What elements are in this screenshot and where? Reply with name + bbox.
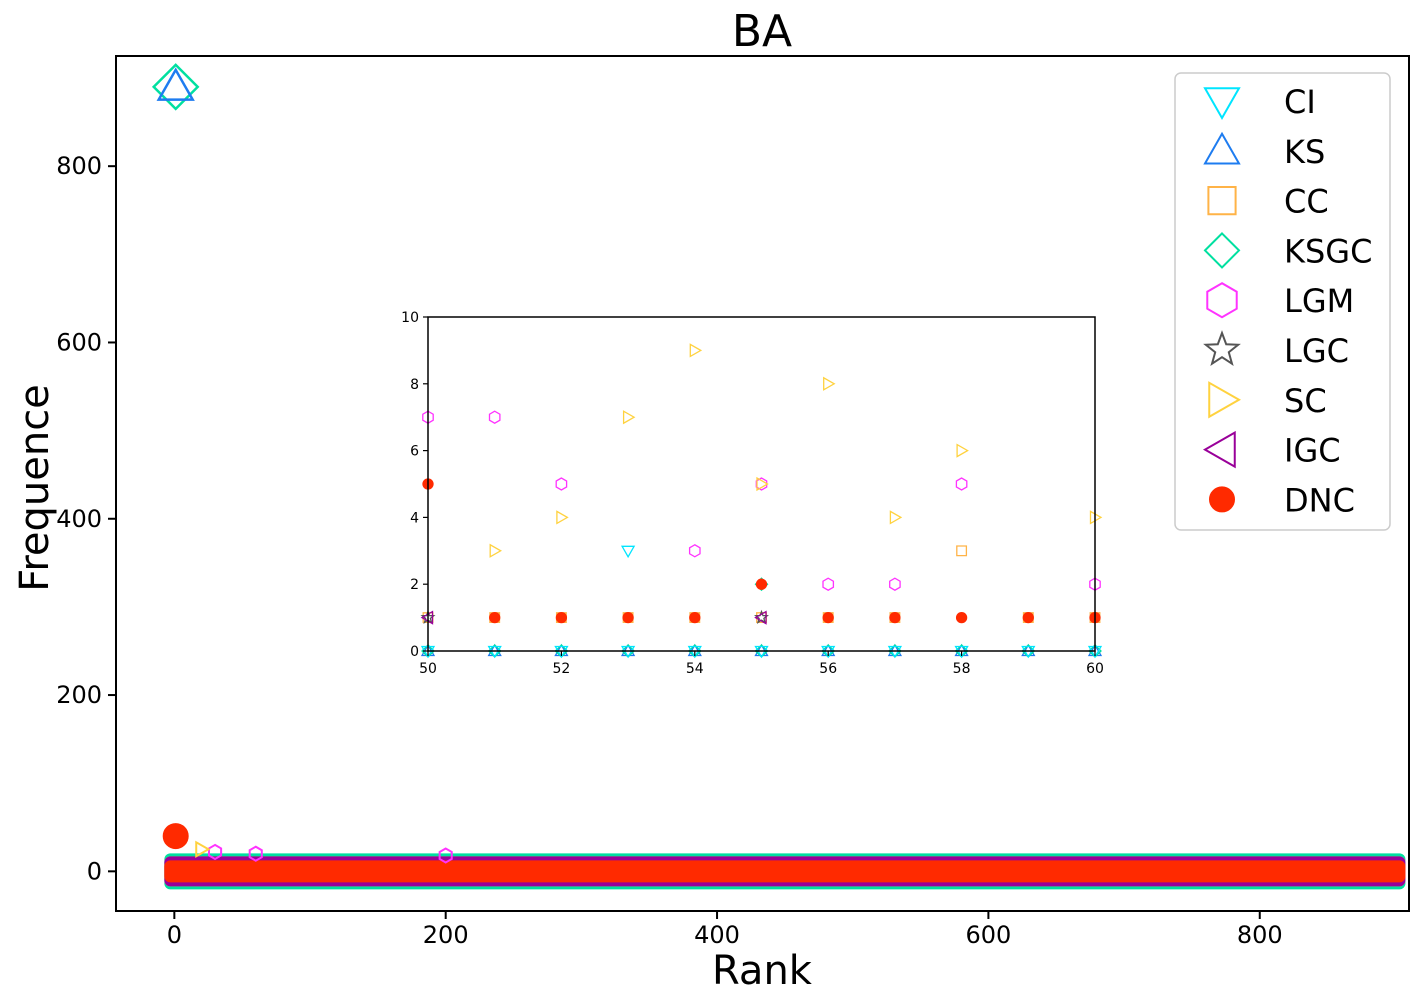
inset-point-sc-0 bbox=[489, 543, 503, 558]
y-tick-label: 600 bbox=[56, 328, 102, 356]
legend-label-lgc: LGC bbox=[1284, 332, 1349, 370]
x-tick-label: 600 bbox=[965, 921, 1011, 949]
inset-data-layer bbox=[420, 343, 1103, 659]
legend-label-dnc: DNC bbox=[1284, 481, 1355, 519]
inset-y-tick-label: 8 bbox=[410, 377, 419, 393]
legend-marker-ks bbox=[1203, 131, 1241, 165]
inset-point-dnc-8 bbox=[955, 611, 968, 624]
inset-point-lgm-3 bbox=[688, 544, 701, 558]
inset-y-tick-label: 2 bbox=[410, 577, 419, 593]
x-ticks: 0 200 400 600 800 bbox=[167, 911, 1283, 949]
y-tick-label: 0 bbox=[87, 857, 102, 885]
y-tick-label: 400 bbox=[56, 505, 102, 533]
legend-marker-dnc bbox=[1209, 486, 1235, 513]
inset-x-tick-label: 52 bbox=[552, 661, 570, 677]
y-axis-label: Frequence bbox=[12, 384, 58, 592]
inset-point-sc-6 bbox=[889, 510, 903, 525]
legend-marker-igc bbox=[1202, 430, 1236, 469]
main-point-dnc-2 bbox=[162, 823, 189, 850]
x-axis-label: Rank bbox=[712, 948, 813, 994]
inset-point-sc-4 bbox=[756, 476, 769, 492]
legend-label-sc: SC bbox=[1284, 382, 1327, 420]
baseline-band-dnc bbox=[164, 860, 1406, 883]
inset-point-lgm-4 bbox=[755, 477, 768, 491]
inset-point-dnc-7 bbox=[889, 611, 901, 624]
inset-point-dnc-2 bbox=[555, 611, 568, 624]
legend-marker-lgm bbox=[1206, 282, 1238, 319]
inset-x-tick-label: 60 bbox=[1086, 661, 1104, 677]
inset-frame bbox=[427, 316, 1096, 652]
main-point-lgm-4 bbox=[248, 845, 263, 862]
inset-point-lgm-1 bbox=[488, 410, 501, 424]
legend-marker-sc bbox=[1208, 381, 1242, 419]
legend-label-ci: CI bbox=[1284, 83, 1316, 121]
inset-point-dnc-1 bbox=[489, 611, 501, 624]
y-tick-label: 800 bbox=[56, 152, 102, 180]
inset-point-dnc-5 bbox=[755, 578, 768, 590]
inset-point-lgm-7 bbox=[955, 477, 968, 491]
inset-y-tick-label: 6 bbox=[410, 444, 419, 460]
inset-point-sc-2 bbox=[622, 410, 636, 425]
inset-point-sc-1 bbox=[556, 510, 569, 525]
main-plot-frame bbox=[115, 55, 1410, 912]
inset-x-tick-label: 50 bbox=[419, 661, 437, 677]
inset-point-sc-5 bbox=[823, 376, 836, 391]
y-ticks: 0 200 400 600 800 bbox=[56, 152, 116, 885]
inset-y-tick-label: 10 bbox=[401, 310, 419, 326]
legend-label-ksgc: KSGC bbox=[1284, 232, 1372, 270]
legend: CI KS CC KSGC LGM LGC SC IGC DNC bbox=[1174, 72, 1391, 531]
inset-point-dnc-4 bbox=[689, 611, 701, 624]
x-tick-label: 800 bbox=[1237, 921, 1283, 949]
inset-point-cc-8 bbox=[956, 545, 968, 557]
chart-title: BA bbox=[732, 6, 792, 57]
inset-y-tick-label: 0 bbox=[410, 644, 419, 660]
inset-point-lgm-5 bbox=[822, 577, 835, 591]
inset-point-dnc-9 bbox=[1022, 611, 1034, 624]
main-point-ksgc-0 bbox=[151, 63, 200, 111]
inset-x-tick-label: 54 bbox=[686, 661, 704, 677]
main-point-sc-6 bbox=[195, 840, 211, 859]
inset-point-sc-3 bbox=[689, 343, 703, 358]
inset-point-dnc-6 bbox=[822, 611, 834, 624]
legend-marker-ksgc bbox=[1203, 231, 1241, 269]
inset-plot: 50 52 54 56 58 60 0 2 4 6 8 10 bbox=[401, 310, 1104, 677]
legend-marker-cc bbox=[1207, 186, 1237, 216]
legend-label-lgm: LGM bbox=[1284, 282, 1354, 320]
inset-x-ticks: 50 52 54 56 58 60 bbox=[419, 651, 1104, 677]
legend-label-igc: IGC bbox=[1284, 432, 1341, 470]
legend-label-ks: KS bbox=[1284, 133, 1325, 171]
inset-background bbox=[428, 317, 1095, 651]
main-point-lgm-5 bbox=[438, 847, 453, 864]
inset-point-lgm-2 bbox=[555, 477, 568, 491]
legend-marker-lgc bbox=[1203, 330, 1241, 367]
inset-x-tick-label: 58 bbox=[953, 661, 971, 677]
inset-point-sc-7 bbox=[956, 443, 969, 458]
y-tick-label: 200 bbox=[56, 681, 102, 709]
x-tick-label: 0 bbox=[167, 921, 182, 949]
inset-point-dnc-3 bbox=[622, 611, 634, 624]
inset-point-ci-0 bbox=[620, 545, 636, 559]
inset-point-igc-1 bbox=[754, 610, 767, 625]
legend-marker-ci bbox=[1203, 87, 1241, 121]
main-data-layer bbox=[151, 63, 1406, 890]
inset-y-ticks: 0 2 4 6 8 10 bbox=[401, 310, 428, 660]
inset-y-tick-label: 4 bbox=[410, 510, 419, 526]
main-point-ks-1 bbox=[156, 67, 195, 101]
x-tick-label: 200 bbox=[423, 921, 469, 949]
x-tick-label: 400 bbox=[694, 921, 740, 949]
inset-point-lgm-6 bbox=[889, 577, 901, 591]
legend-label-cc: CC bbox=[1284, 183, 1329, 221]
inset-x-tick-label: 56 bbox=[819, 661, 837, 677]
